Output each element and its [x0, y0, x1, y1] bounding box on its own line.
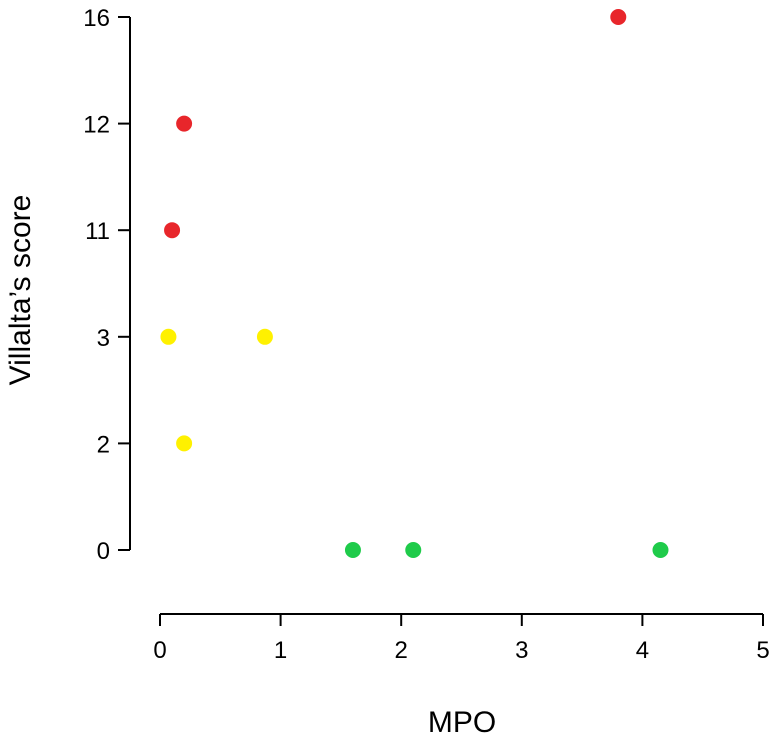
data-point-red	[610, 9, 627, 25]
data-point-yellow	[256, 328, 273, 345]
y-axis: 0 2 3 11 12 16	[83, 5, 131, 565]
x-tick-label: 4	[636, 637, 649, 664]
y-tick-label: 11	[85, 218, 110, 245]
y-tick-label: 16	[83, 5, 110, 32]
data-point-green	[652, 542, 669, 558]
data-point-yellow	[176, 435, 193, 452]
y-tick-label: 3	[97, 325, 110, 352]
x-tick-label: 5	[756, 637, 769, 664]
y-axis-title: Villalta’s score	[4, 195, 37, 386]
x-axis: 0 1 2 3 4 5	[153, 613, 770, 664]
y-tick-label: 0	[97, 538, 110, 565]
data-point-green	[405, 542, 422, 558]
data-point-red	[164, 222, 181, 239]
data-point-yellow	[160, 328, 177, 345]
y-tick-label: 12	[83, 112, 110, 139]
x-tick-label: 0	[153, 637, 166, 664]
x-tick-label: 3	[515, 637, 528, 664]
x-axis-title: MPO	[428, 706, 496, 739]
y-tick-label: 2	[97, 431, 110, 458]
x-tick-label: 2	[395, 637, 408, 664]
data-point-green	[344, 542, 361, 558]
data-point-red	[176, 115, 193, 132]
data-points	[160, 9, 669, 558]
x-tick-label: 1	[274, 637, 287, 664]
